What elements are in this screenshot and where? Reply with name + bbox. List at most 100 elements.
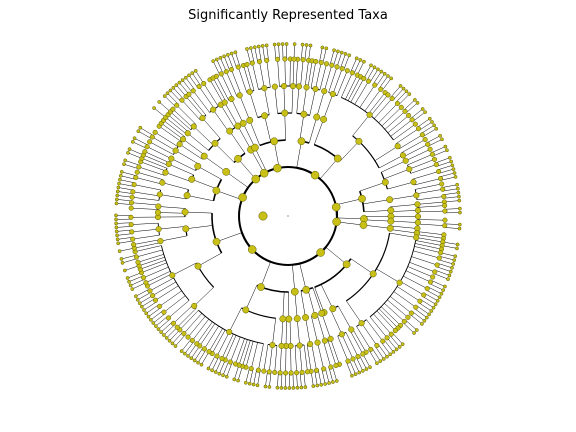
edge-225: [300, 290, 306, 318]
edge-324: [143, 301, 157, 311]
edge-166: [420, 299, 434, 308]
edge-232: [292, 264, 296, 292]
edge-427: [193, 126, 214, 146]
edge-356: [131, 228, 159, 233]
node-160: [182, 225, 190, 233]
leaf-node-115: [353, 372, 358, 377]
edge-357: [117, 233, 133, 236]
leaf-node-91: [427, 312, 431, 317]
edge-92: [436, 161, 452, 167]
node-155: [157, 238, 164, 245]
edge-332: [145, 270, 171, 283]
leaf-node-155: [199, 362, 204, 367]
edge-352: [158, 226, 186, 230]
node-140: [191, 302, 198, 310]
edge-484: [246, 48, 251, 64]
edge-40: [350, 78, 365, 103]
edge-229: [314, 370, 318, 386]
edge-245: [290, 345, 292, 373]
edge-187: [366, 319, 383, 342]
edge-196: [320, 284, 334, 309]
node-171: [156, 191, 163, 198]
leaf-node-146: [232, 377, 237, 382]
edge-222: [317, 342, 324, 369]
node-208: [221, 99, 228, 106]
leaf-node-213: [122, 162, 126, 167]
edge-317: [163, 295, 186, 313]
leaf-node-153: [206, 366, 211, 371]
edge-163: [424, 293, 438, 301]
edge-19: [316, 91, 325, 118]
edge-311: [163, 324, 175, 336]
edge-436: [170, 90, 181, 102]
leaf-node-134: [279, 386, 284, 390]
figure-title: Significantly Represented Taxa: [188, 8, 388, 23]
leaf-node-187: [135, 259, 141, 265]
node-21: [389, 95, 395, 102]
edge-60: [384, 111, 406, 130]
edge-211: [299, 263, 307, 290]
node-128: [206, 349, 212, 355]
node-93: [318, 309, 326, 317]
edge-69: [395, 128, 419, 144]
edge-368: [158, 206, 186, 209]
leaf-node-78: [450, 265, 454, 270]
node-185: [194, 162, 202, 170]
node-30: [399, 152, 407, 159]
leaf-node-191: [117, 249, 122, 254]
leaf-node-229: [152, 106, 156, 110]
edge-35: [350, 58, 357, 73]
leaf-node-200: [114, 213, 118, 218]
leaf-node-177: [137, 301, 142, 306]
edge-334: [143, 266, 169, 278]
edge-198: [352, 328, 367, 353]
leaf-node-250: [218, 55, 223, 60]
edge-82: [359, 182, 386, 192]
edge-184: [369, 316, 388, 338]
node-136: [242, 306, 250, 314]
leaf-node-105: [388, 352, 393, 357]
edge-369: [131, 207, 159, 210]
edge-434: [202, 117, 221, 139]
leaf-node-124: [319, 382, 324, 387]
edge-65: [410, 108, 423, 119]
leaf-node-93: [422, 318, 427, 323]
edge-129: [363, 224, 391, 229]
edge-419: [163, 120, 186, 137]
leaf-node-183: [127, 279, 131, 284]
node-78: [396, 279, 403, 286]
leaf-node-107: [381, 357, 386, 361]
edge-377: [132, 196, 159, 201]
leaf-node-194: [115, 237, 120, 242]
edge-259: [268, 345, 273, 372]
node-217: [228, 67, 234, 73]
edge-113: [390, 210, 418, 212]
edge-203: [359, 355, 367, 370]
node-109: [316, 248, 325, 257]
edge-53: [374, 98, 393, 119]
edge-314: [168, 300, 190, 319]
edge-68: [374, 145, 398, 161]
leaf-node-189: [119, 257, 124, 261]
edge-476: [249, 91, 258, 118]
edge-85: [383, 168, 410, 180]
edge-176: [405, 319, 417, 331]
edge-446: [185, 77, 195, 90]
node-165: [181, 208, 189, 216]
edge-320: [159, 290, 182, 307]
node-61: [332, 217, 341, 227]
leaf-node-129: [299, 385, 304, 390]
edge-361: [116, 222, 132, 224]
leaf-node-33: [413, 98, 417, 102]
edge-318: [153, 313, 166, 324]
edge-481: [246, 64, 255, 91]
leaf-node-219: [130, 140, 135, 144]
leaf-node-241: [187, 73, 191, 78]
edge-382: [134, 184, 161, 191]
leaf-node-46: [427, 146, 433, 152]
leaf-node-65: [414, 213, 422, 220]
edge-157: [431, 280, 445, 287]
edge-268: [249, 369, 254, 384]
leaf-node-111: [368, 365, 372, 370]
node-107: [293, 315, 301, 323]
